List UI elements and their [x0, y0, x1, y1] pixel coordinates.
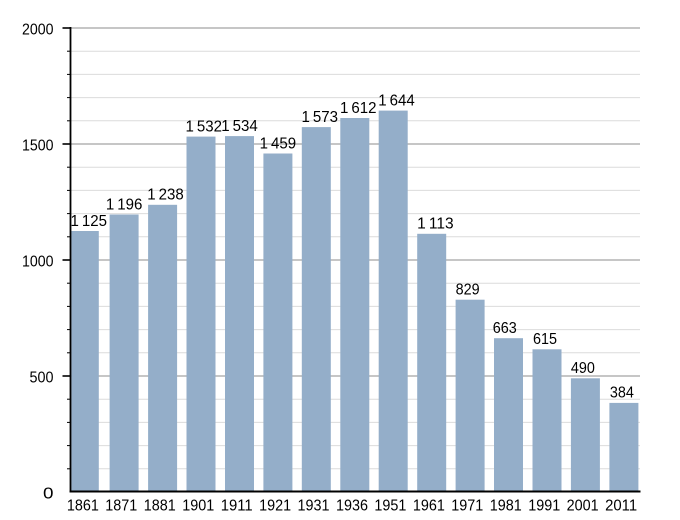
- svg-text:2001: 2001: [567, 498, 599, 515]
- svg-text:1991: 1991: [528, 498, 560, 515]
- svg-text:2000: 2000: [22, 22, 54, 39]
- svg-text:1 125: 1 125: [70, 213, 107, 230]
- svg-text:663: 663: [493, 320, 517, 337]
- svg-text:1 113: 1 113: [417, 216, 454, 233]
- svg-text:1981: 1981: [490, 498, 522, 515]
- svg-text:615: 615: [533, 331, 557, 348]
- svg-text:1 459: 1 459: [260, 135, 297, 152]
- svg-text:1961: 1961: [413, 498, 445, 515]
- svg-text:1 238: 1 238: [147, 187, 184, 204]
- svg-text:2011: 2011: [605, 498, 637, 515]
- svg-text:500: 500: [30, 370, 54, 387]
- svg-text:1 644: 1 644: [378, 92, 415, 109]
- svg-text:1 573: 1 573: [302, 109, 339, 126]
- svg-text:1971: 1971: [451, 498, 483, 515]
- svg-text:1931: 1931: [298, 498, 330, 515]
- svg-text:1500: 1500: [22, 138, 54, 155]
- svg-text:1871: 1871: [105, 498, 137, 515]
- svg-text:384: 384: [610, 385, 634, 402]
- svg-text:1 534: 1 534: [221, 118, 258, 135]
- svg-text:1000: 1000: [22, 254, 54, 271]
- svg-text:1936: 1936: [336, 498, 368, 515]
- svg-text:1911: 1911: [221, 498, 253, 515]
- svg-text:1 612: 1 612: [340, 100, 377, 117]
- svg-text:829: 829: [456, 282, 480, 299]
- svg-text:1881: 1881: [144, 498, 176, 515]
- svg-text:1921: 1921: [259, 498, 291, 515]
- svg-text:490: 490: [571, 360, 595, 377]
- svg-text:1951: 1951: [374, 498, 406, 515]
- svg-text:1901: 1901: [182, 498, 214, 515]
- svg-text:0: 0: [43, 486, 54, 503]
- svg-text:1861: 1861: [67, 498, 99, 515]
- svg-text:1 532: 1 532: [186, 118, 223, 135]
- svg-text:1 196: 1 196: [106, 196, 143, 213]
